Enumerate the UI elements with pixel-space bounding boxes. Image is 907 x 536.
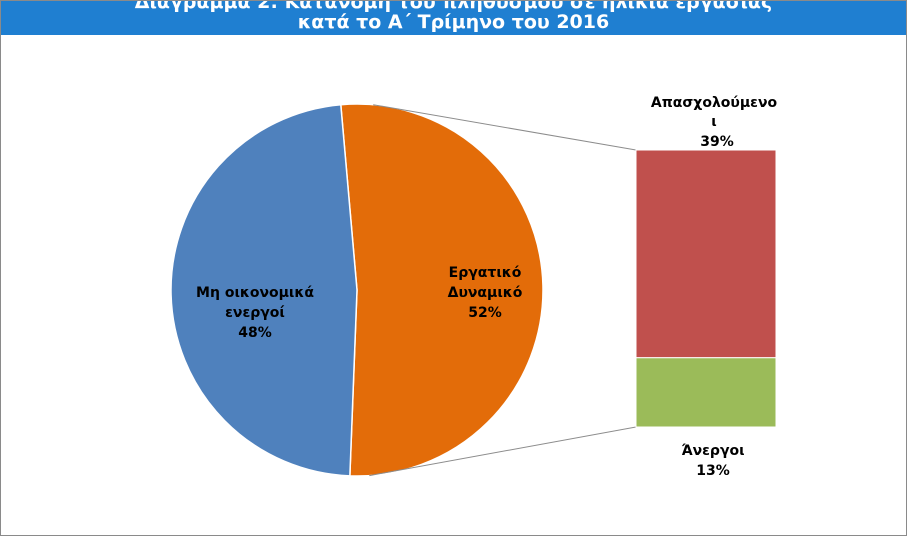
segment-label-employed-name1: Απασχολούμενο bbox=[651, 95, 778, 111]
connector-lines bbox=[369, 104, 637, 477]
slice-label-inactive-value: 48% bbox=[238, 325, 272, 341]
slice-label-inactive-name2: ενεργοί bbox=[225, 305, 285, 321]
slice-label-inactive-name1: Μη οικονομικά bbox=[196, 285, 314, 301]
bar-segment-employed bbox=[635, 149, 777, 359]
connector-top bbox=[373, 104, 637, 151]
pie-slice-economically-inactive bbox=[170, 103, 358, 477]
chart-title: Διάγραμμα 2: Κατανομή του πληθυσμού σε η… bbox=[1, 1, 906, 35]
segment-label-employed-name2: ι bbox=[711, 114, 716, 130]
segment-label-unemployed-name: Άνεργοι bbox=[681, 443, 744, 459]
segment-label-employed-value: 39% bbox=[700, 134, 734, 150]
slice-label-labour-value: 52% bbox=[468, 305, 502, 321]
slice-label-labour-name2: Δυναμικό bbox=[448, 285, 523, 301]
breakdown-bar bbox=[635, 149, 777, 428]
pie bbox=[170, 103, 544, 477]
pie-slice-labour-force bbox=[339, 103, 544, 477]
chart-title-line1: Διάγραμμα 2: Κατανομή του πληθυσμού σε η… bbox=[134, 1, 773, 13]
bar-segment-unemployed bbox=[635, 357, 777, 428]
slice-label-labour-name1: Εργατικό bbox=[449, 265, 522, 281]
chart-title-line2: κατά το Α΄ Τρίμηνο του 2016 bbox=[297, 11, 610, 33]
connector-bottom bbox=[369, 426, 637, 477]
segment-label-unemployed-value: 13% bbox=[696, 463, 730, 479]
